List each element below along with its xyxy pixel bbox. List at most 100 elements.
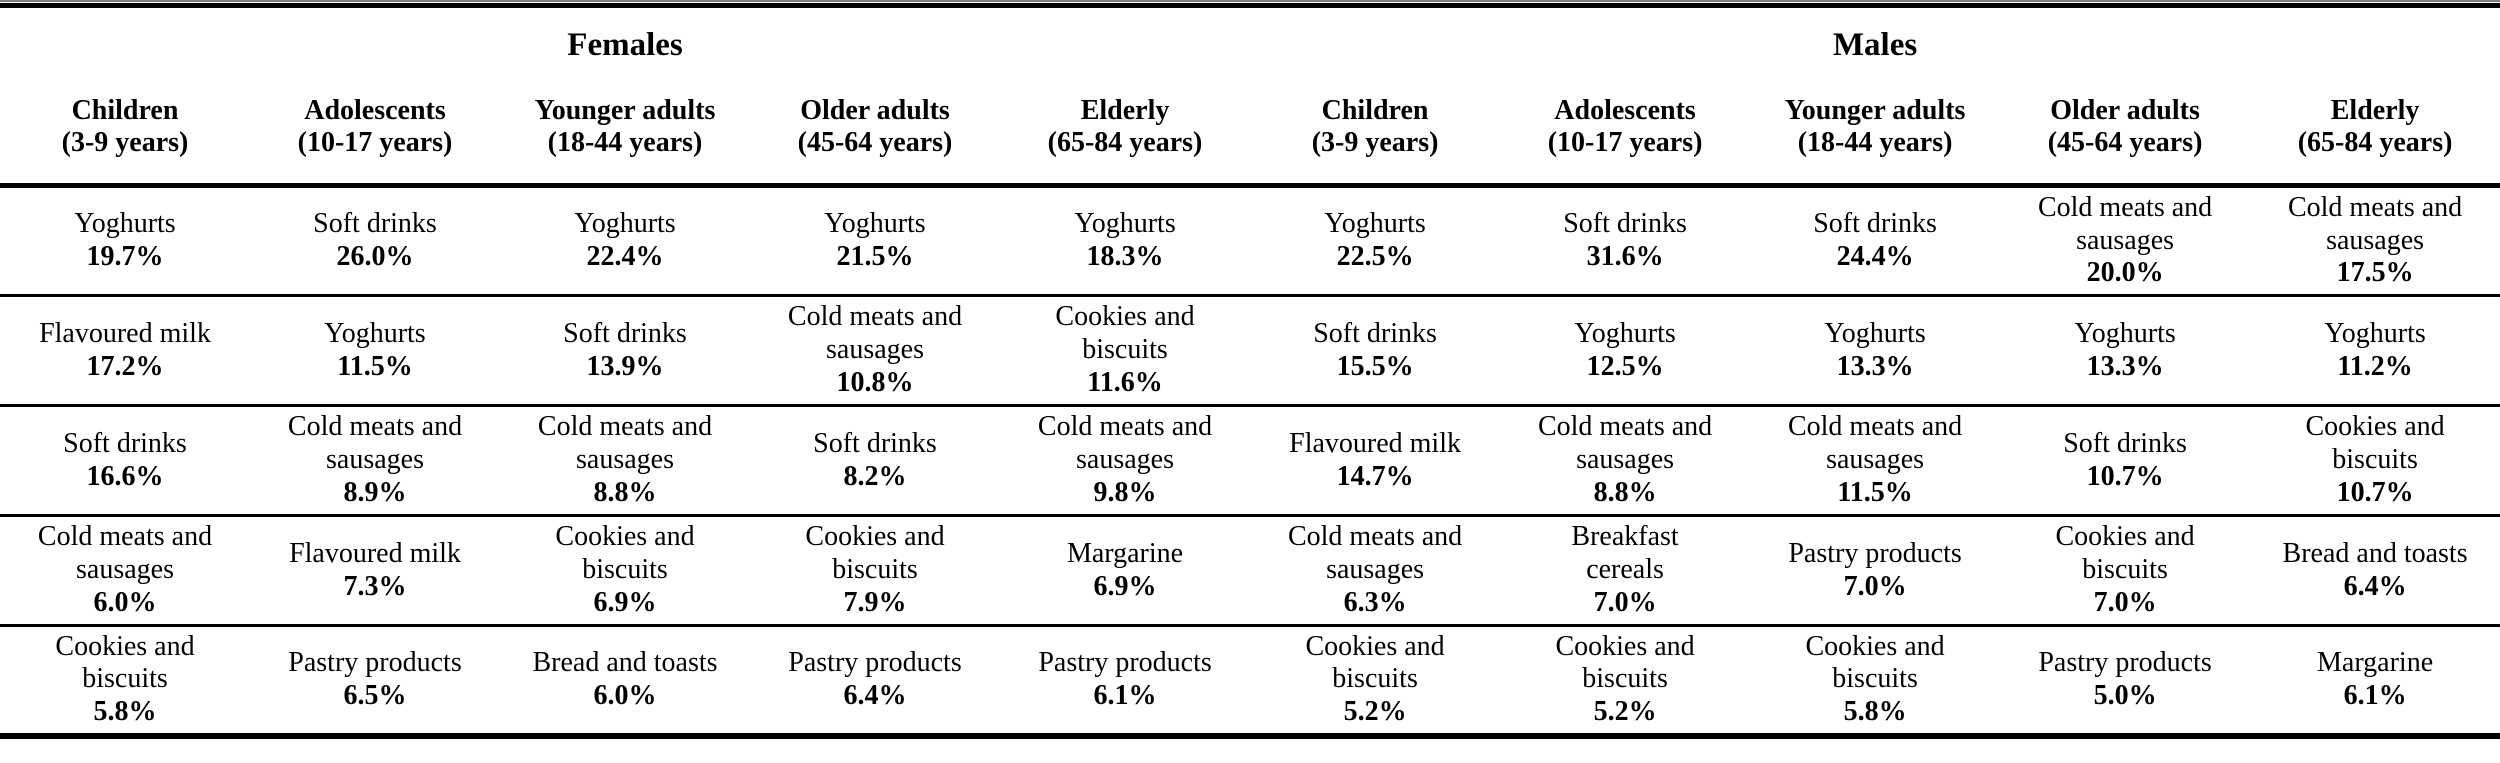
food-percentage: 6.1% <box>2343 679 2407 711</box>
table-cell: Margarine 6.1% <box>2250 626 2500 736</box>
table-cell: Cookies and biscuits 6.9% <box>500 516 750 626</box>
food-name: Bread and toasts <box>532 647 718 678</box>
column-header-males-elderly: Elderly (65-84 years) <box>2297 94 2453 159</box>
table-cell: Cookies and biscuits 5.8% <box>1750 626 2000 736</box>
food-percentage: 18.3% <box>1086 241 1164 272</box>
column-header-males-older-adults: Older adults (45-64 years) <box>2047 94 2203 159</box>
group-header-males: Males <box>1832 26 1918 63</box>
column-header-females-older-adults: Older adults (45-64 years) <box>797 94 953 159</box>
food-name: Soft drinks <box>813 427 937 459</box>
column-header-females-elderly: Elderly (65-84 years) <box>1047 94 1203 159</box>
table-cell: Pastry products 5.0% <box>2000 626 2250 736</box>
food-percentage: 17.2% <box>86 350 164 382</box>
food-name: Yoghurts <box>2324 317 2426 349</box>
food-name: Cookies and biscuits <box>1805 630 1945 695</box>
food-name: Cookies and biscuits <box>555 521 695 586</box>
food-name: Cold meats and sausages <box>2287 191 2463 256</box>
food-percentage: 8.8% <box>1593 476 1657 508</box>
table-cell: Cold meats and sausages 8.9% <box>250 406 500 516</box>
food-name: Cookies and biscuits <box>1305 630 1445 695</box>
food-contribution-table: Females Males Children (3-9 years) Adole… <box>0 3 2500 739</box>
top-hairline-rule <box>0 0 2500 2</box>
food-percentage: 5.2% <box>1343 696 1407 728</box>
table-cell: Cookies and biscuits 5.2% <box>1250 626 1500 736</box>
table-row-rank-1: Yoghurts 19.7% Soft drinks 26.0% Yoghurts 2… <box>0 186 2500 296</box>
food-name: Yoghurts <box>324 317 426 349</box>
food-name: Yoghurts <box>1074 208 1176 240</box>
sex-group-header-row: Females Males <box>0 6 2500 66</box>
food-percentage: 5.8% <box>93 696 157 728</box>
column-header-females-children: Children (3-9 years) <box>61 94 189 159</box>
food-percentage: 7.0% <box>2093 586 2157 618</box>
group-header-females: Females <box>567 26 683 63</box>
table-cell: Yoghurts 18.3% <box>1000 186 1250 296</box>
table-cell: Pastry products 6.5% <box>250 626 500 736</box>
food-percentage: 13.9% <box>586 350 664 382</box>
food-name: Cold meats and sausages <box>1037 411 1213 476</box>
food-percentage: 22.4% <box>586 241 664 272</box>
food-name: Cookies and biscuits <box>805 521 945 586</box>
food-percentage: 11.6% <box>1087 366 1163 398</box>
column-header-females-younger-adults: Younger adults (18-44 years) <box>534 94 716 159</box>
table-cell: Yoghurts 13.3% <box>1750 296 2000 406</box>
food-name: Soft drinks <box>563 317 687 349</box>
food-percentage: 13.3% <box>1836 350 1914 382</box>
food-name: Pastry products <box>288 647 462 678</box>
food-percentage: 14.7% <box>1336 460 1414 492</box>
food-percentage: 12.5% <box>1586 350 1664 382</box>
food-percentage: 7.9% <box>843 586 907 618</box>
food-name: Soft drinks <box>1563 208 1687 240</box>
food-percentage: 6.0% <box>93 586 157 618</box>
table-cell: Cookies and biscuits 5.8% <box>0 626 250 736</box>
table-cell: Yoghurts 12.5% <box>1500 296 1750 406</box>
food-name: Soft drinks <box>1813 208 1937 240</box>
table-cell: Flavoured milk 7.3% <box>250 516 500 626</box>
food-name: Yoghurts <box>2074 317 2176 349</box>
food-percentage: 8.9% <box>343 476 407 508</box>
food-name: Pastry products <box>1038 647 1212 678</box>
table-cell: Yoghurts 21.5% <box>750 186 1000 296</box>
food-percentage: 5.0% <box>2093 679 2157 711</box>
food-percentage: 5.2% <box>1593 696 1657 728</box>
table-cell: Pastry products 6.4% <box>750 626 1000 736</box>
table-cell: Margarine 6.9% <box>1000 516 1250 626</box>
food-percentage: 31.6% <box>1586 241 1664 272</box>
food-name: Yoghurts <box>1824 317 1926 349</box>
table-row-rank-3: Soft drinks 16.6% Cold meats and sausages… <box>0 406 2500 516</box>
food-name: Flavoured milk <box>289 537 461 569</box>
table-cell: Soft drinks 31.6% <box>1500 186 1750 296</box>
food-percentage: 9.8% <box>1093 476 1157 508</box>
table-cell: Cold meats and sausages 9.8% <box>1000 406 1250 516</box>
table-cell: Soft drinks 10.7% <box>2000 406 2250 516</box>
food-name: Breakfast cereals <box>1571 521 1679 586</box>
food-name: Cold meats and sausages <box>1287 521 1463 586</box>
food-name: Cold meats and sausages <box>787 301 963 366</box>
food-percentage: 7.3% <box>343 570 407 602</box>
food-name: Cold meats and sausages <box>1537 411 1713 476</box>
table-cell: Cold meats and sausages 6.3% <box>1250 516 1500 626</box>
food-percentage: 6.4% <box>2343 570 2407 602</box>
column-header-males-children: Children (3-9 years) <box>1311 94 1439 159</box>
food-percentage: 20.0% <box>2086 257 2164 289</box>
food-percentage: 11.2% <box>2337 350 2413 382</box>
food-percentage: 6.0% <box>593 679 657 711</box>
table-cell: Pastry products 7.0% <box>1750 516 2000 626</box>
food-name: Flavoured milk <box>39 317 211 349</box>
food-name: Cookies and biscuits <box>55 630 195 695</box>
food-name: Soft drinks <box>2063 427 2187 459</box>
food-name: Soft drinks <box>313 208 437 240</box>
table-cell: Cold meats and sausages 10.8% <box>750 296 1000 406</box>
table-cell: Yoghurts 11.5% <box>250 296 500 406</box>
table-cell: Pastry products 6.1% <box>1000 626 1250 736</box>
food-percentage: 10.7% <box>2336 476 2414 508</box>
food-percentage: 5.8% <box>1843 696 1907 728</box>
table-cell: Yoghurts 13.3% <box>2000 296 2250 406</box>
table-cell: Cookies and biscuits 7.9% <box>750 516 1000 626</box>
food-name: Pastry products <box>2038 647 2212 678</box>
food-name: Cold meats and sausages <box>37 521 213 586</box>
table-cell: Yoghurts 22.5% <box>1250 186 1500 296</box>
food-name: Cold meats and sausages <box>537 411 713 476</box>
food-percentage: 11.5% <box>1837 476 1913 508</box>
table-header: Females Males Children (3-9 years) Adole… <box>0 6 2500 186</box>
age-group-header-row: Children (3-9 years) Adolescents (10-17 … <box>0 66 2500 186</box>
